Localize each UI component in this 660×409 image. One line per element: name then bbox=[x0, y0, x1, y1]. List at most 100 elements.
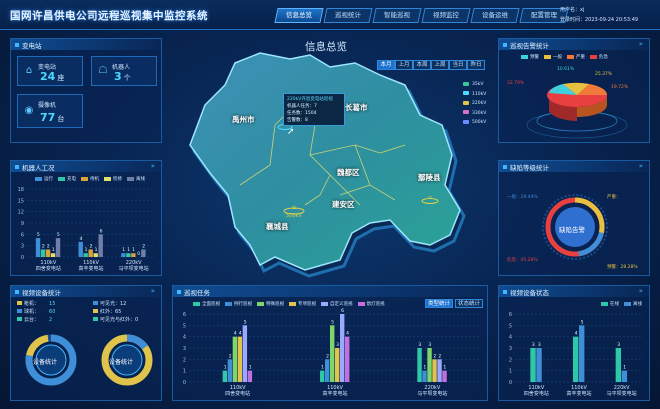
bar[interactable] bbox=[227, 359, 233, 382]
bar[interactable] bbox=[78, 241, 83, 257]
period-tab-last-week[interactable]: 上周 bbox=[431, 60, 449, 70]
robot-status-panel: 机器人工况» 运行 充电 待机 检修 离线 0 3 6 9 12 15 18 5 2 2 1 5 110… bbox=[10, 160, 162, 276]
region-xiangcheng[interactable]: 襄城县 bbox=[266, 222, 289, 231]
x-tick-label: 四舍变电站 bbox=[524, 390, 549, 397]
panel-title: 缺陷等级统计 bbox=[510, 163, 549, 172]
map-title: 信息总览 bbox=[305, 41, 347, 53]
expand-arrow-icon[interactable]: » bbox=[638, 162, 643, 170]
bar[interactable] bbox=[222, 370, 228, 382]
bar[interactable] bbox=[141, 249, 146, 257]
bar[interactable] bbox=[442, 370, 447, 382]
bar[interactable] bbox=[335, 348, 340, 382]
bar[interactable] bbox=[579, 325, 585, 382]
bar[interactable] bbox=[437, 359, 442, 382]
bar[interactable] bbox=[345, 336, 350, 382]
bar[interactable] bbox=[93, 253, 98, 257]
period-tab-today[interactable]: 当日 bbox=[449, 60, 467, 70]
bar[interactable] bbox=[325, 359, 330, 382]
bar[interactable] bbox=[320, 370, 325, 382]
period-tab-yesterday[interactable]: 昨日 bbox=[467, 60, 485, 70]
bar[interactable] bbox=[432, 359, 437, 382]
region-changge[interactable]: 长葛市 bbox=[345, 103, 368, 112]
donut2-center-label: 设备统计 bbox=[109, 359, 134, 366]
bar[interactable] bbox=[340, 314, 345, 382]
bar[interactable] bbox=[427, 348, 432, 382]
bar[interactable] bbox=[417, 348, 422, 382]
bar[interactable] bbox=[45, 249, 51, 257]
region-map[interactable]: ⌂ ⌂ bbox=[180, 45, 480, 285]
bar[interactable] bbox=[330, 325, 335, 382]
y-tick-label: 5 bbox=[509, 323, 512, 329]
defect-donut bbox=[542, 194, 608, 260]
y-tick-label: 0 bbox=[509, 380, 512, 386]
stat-substation[interactable]: ⌂ 变电站 24 座 bbox=[17, 56, 83, 86]
bar-value-label: 2 bbox=[90, 243, 93, 249]
y-tick-label: 0 bbox=[21, 255, 24, 261]
bar[interactable] bbox=[232, 336, 238, 382]
bar-value-label: 3 bbox=[532, 342, 535, 348]
bar[interactable] bbox=[98, 234, 103, 257]
bar-value-label: 1 bbox=[249, 365, 252, 371]
x-tick-label: 马平坝变电站 bbox=[417, 390, 447, 397]
bar[interactable] bbox=[422, 370, 427, 382]
alarm-3d-pie bbox=[526, 82, 628, 139]
stat-camera[interactable]: ◉ 摄像机 77 台 bbox=[17, 94, 83, 128]
period-tab-this-week[interactable]: 本周 bbox=[413, 60, 431, 70]
bar[interactable] bbox=[247, 370, 253, 382]
bar-value-label: 1 bbox=[122, 247, 125, 253]
nav-tab-patrol-stats[interactable]: 巡视统计 bbox=[323, 8, 373, 23]
x-tick-label: 110kV bbox=[83, 260, 99, 266]
expand-arrow-icon[interactable]: » bbox=[638, 287, 643, 295]
bar[interactable] bbox=[121, 253, 126, 257]
type-stats-button[interactable]: 类型统计 bbox=[425, 299, 453, 308]
bar[interactable] bbox=[573, 336, 579, 382]
bar[interactable] bbox=[40, 249, 46, 257]
region-jian-an[interactable]: 建安区 bbox=[332, 200, 355, 209]
bar[interactable] bbox=[83, 253, 88, 257]
status-stats-button[interactable]: 状态统计 bbox=[455, 299, 483, 308]
bar-value-label: 1 bbox=[321, 365, 324, 371]
expand-arrow-icon[interactable]: » bbox=[150, 162, 155, 170]
nav-tab-smart-patrol[interactable]: 智能巡视 bbox=[372, 8, 422, 23]
bar[interactable] bbox=[615, 348, 622, 382]
expand-arrow-icon[interactable]: » bbox=[638, 40, 643, 48]
bar-value-label: 1 bbox=[85, 247, 88, 253]
period-tab-last-month[interactable]: 上月 bbox=[395, 60, 413, 70]
user-name: 用户名：xj bbox=[560, 7, 585, 13]
bar[interactable] bbox=[621, 370, 628, 382]
bar[interactable] bbox=[50, 253, 56, 257]
expand-arrow-icon[interactable]: » bbox=[150, 287, 155, 295]
bar[interactable] bbox=[530, 348, 536, 382]
y-tick-label: 2 bbox=[183, 357, 186, 363]
x-tick-label: 220kV bbox=[614, 385, 630, 391]
y-tick-label: 3 bbox=[509, 346, 512, 352]
nav-tab-maintenance[interactable]: 设备运维 bbox=[470, 8, 520, 23]
bar[interactable] bbox=[35, 238, 41, 257]
y-tick-label: 1 bbox=[509, 369, 512, 375]
defect-label-critical: 危急：45.28% bbox=[507, 258, 538, 263]
legend-item: 运行 bbox=[35, 176, 53, 182]
bar[interactable] bbox=[131, 253, 136, 257]
region-weidu[interactable]: 魏都区 bbox=[337, 168, 360, 177]
marker-500kv-icon[interactable]: ⌂ bbox=[283, 204, 305, 215]
bar[interactable] bbox=[237, 336, 243, 382]
bar[interactable] bbox=[55, 238, 61, 257]
bar[interactable] bbox=[126, 253, 131, 257]
period-tab-this-month[interactable]: 本月 bbox=[377, 60, 395, 70]
legend-item: 离线 bbox=[127, 176, 145, 182]
bar[interactable] bbox=[242, 325, 248, 382]
nav-tab-overview[interactable]: 信息总览 bbox=[274, 8, 324, 23]
svg-text:⌂: ⌂ bbox=[428, 194, 432, 201]
region-yuzhou[interactable]: 禹州市 bbox=[232, 115, 255, 124]
nav-tab-video[interactable]: 视频监控 bbox=[421, 8, 471, 23]
bar-value-label: 5 bbox=[244, 319, 247, 325]
bar-value-label: 5 bbox=[331, 319, 334, 325]
bar-value-label: 1 bbox=[127, 247, 130, 253]
bar[interactable] bbox=[88, 249, 93, 257]
bar[interactable] bbox=[536, 348, 542, 382]
marker-substation-icon[interactable]: ⌂ bbox=[421, 194, 439, 204]
svg-text:⌂: ⌂ bbox=[292, 204, 296, 211]
bar-value-label: 4 bbox=[346, 331, 349, 337]
region-yanling[interactable]: 鄢陵县 bbox=[418, 173, 441, 182]
